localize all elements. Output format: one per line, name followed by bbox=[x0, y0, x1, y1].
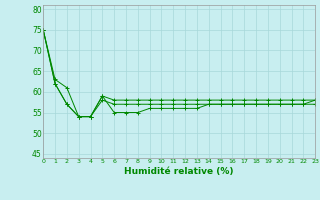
X-axis label: Humidité relative (%): Humidité relative (%) bbox=[124, 167, 234, 176]
